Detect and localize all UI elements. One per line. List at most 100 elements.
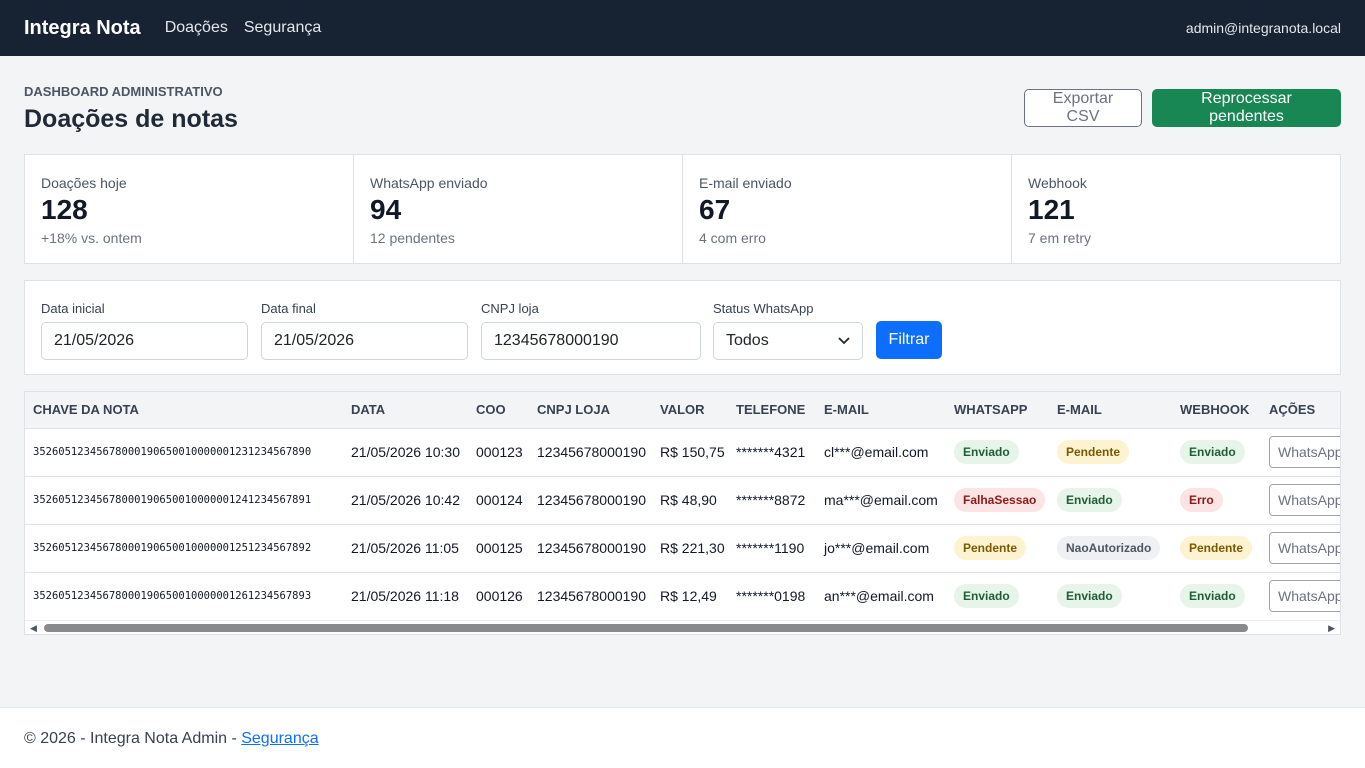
stats-panel: Doações hoje 128 +18% vs. ontem WhatsApp… [24, 154, 1341, 264]
stat-label: Webhook [1028, 175, 1087, 191]
cell-cnpj: 12345678000190 [537, 540, 647, 556]
export-csv-button[interactable]: Exportar CSV [1024, 89, 1142, 127]
cell-cnpj: 12345678000190 [537, 588, 647, 604]
cell-whatsapp: FalhaSessao [946, 476, 1049, 524]
cell-chave: 3526051234567800019065001000000126123456… [33, 590, 312, 602]
cell-chave: 3526051234567800019065001000000125123456… [33, 542, 312, 554]
action-select[interactable]: WhatsApp [1269, 532, 1341, 564]
action-select[interactable]: WhatsApp [1269, 484, 1341, 516]
stat-card-email: E-mail enviado 67 4 com erro [683, 155, 1012, 263]
scrollbar-thumb[interactable] [44, 624, 1248, 632]
action-value: WhatsApp [1278, 588, 1341, 604]
stat-value: 121 [1028, 194, 1075, 225]
nav-link-doacoes[interactable]: Doações [164, 19, 228, 36]
stat-value: 128 [41, 194, 88, 225]
page-title: Doações de notas [24, 105, 238, 133]
filters-panel: Data inicial 21/05/2026 Data final 21/05… [24, 280, 1341, 375]
status-badge: NaoAutorizado [1057, 536, 1161, 560]
status-badge: Pendente [1057, 440, 1130, 464]
cell-email-status: Enviado [1049, 572, 1172, 620]
stat-sub: 4 com erro [699, 229, 766, 246]
col-header-telefone[interactable]: TELEFONE [728, 392, 816, 429]
filter-cnpj: CNPJ loja 12345678000190 [481, 301, 701, 360]
action-value: WhatsApp [1278, 492, 1341, 508]
cell-valor: R$ 221,30 [660, 540, 725, 556]
status-badge: Enviado [1180, 584, 1245, 608]
status-badge: Enviado [954, 440, 1019, 464]
filter-end-date: Data final 21/05/2026 [261, 301, 468, 360]
cell-valor: R$ 12,49 [660, 588, 717, 604]
cell-webhook: Enviado [1172, 572, 1261, 620]
cell-telefone: *******8872 [736, 492, 806, 508]
page-header: DASHBOARD ADMINISTRATIVO Doações de nota… [24, 84, 1341, 140]
scroll-left-arrow-icon[interactable]: ◀ [30, 623, 37, 633]
action-select[interactable]: WhatsApp [1269, 580, 1341, 612]
cnpj-value: 12345678000190 [494, 332, 619, 349]
notes-table-container: CHAVE DA NOTA DATA COO CNPJ LOJA VALOR T… [24, 391, 1341, 635]
table-row[interactable]: 3526051234567800019065001000000126123456… [25, 572, 1341, 620]
status-whatsapp-label: Status WhatsApp [713, 301, 814, 316]
filter-status-whatsapp: Status WhatsApp Todos [713, 301, 863, 360]
reprocess-pending-button[interactable]: Reprocessar pendentes [1152, 89, 1341, 127]
cnpj-label: CNPJ loja [481, 301, 539, 316]
top-navbar: Integra Nota Doações Segurança admin@int… [0, 0, 1365, 56]
cnpj-input[interactable]: 12345678000190 [481, 322, 701, 360]
action-value: WhatsApp [1278, 540, 1341, 556]
col-header-chave[interactable]: CHAVE DA NOTA [25, 392, 343, 429]
horizontal-scrollbar[interactable]: ◀ ▶ [25, 620, 1340, 634]
action-select[interactable]: WhatsApp [1269, 436, 1340, 468]
start-date-value: 21/05/2026 [54, 332, 135, 349]
stat-card-doacoes: Doações hoje 128 +18% vs. ontem [25, 155, 354, 263]
cell-data: 21/05/2026 10:42 [351, 492, 460, 508]
cell-webhook: Enviado [1172, 428, 1261, 476]
stat-value: 67 [699, 194, 731, 225]
col-header-valor[interactable]: VALOR [652, 392, 728, 429]
cell-webhook: Erro [1172, 476, 1261, 524]
cell-telefone: *******0198 [736, 588, 806, 604]
col-header-email-status[interactable]: E-MAIL [1049, 392, 1172, 429]
scroll-right-arrow-icon[interactable]: ▶ [1328, 623, 1335, 633]
col-header-email[interactable]: E-MAIL [816, 392, 946, 429]
stat-label: WhatsApp enviado [370, 175, 488, 191]
cell-email-status: Pendente [1049, 428, 1172, 476]
footer-text: © 2026 - Integra Nota Admin - [24, 730, 242, 747]
col-header-data[interactable]: DATA [343, 392, 468, 429]
nav-link-seguranca[interactable]: Segurança [243, 19, 322, 36]
cell-acoes: WhatsApp [1261, 476, 1341, 524]
cell-email: jo***@email.com [824, 540, 930, 556]
col-header-acoes: AÇÕES [1261, 392, 1340, 429]
end-date-label: Data final [261, 301, 316, 316]
cell-whatsapp: Enviado [946, 428, 1049, 476]
col-header-whatsapp[interactable]: WHATSAPP [946, 392, 1049, 429]
brand-logo-text[interactable]: Integra Nota [24, 16, 141, 39]
col-header-webhook[interactable]: WEBHOOK [1172, 392, 1261, 429]
header-actions: Exportar CSV Reprocessar pendentes [1024, 89, 1341, 127]
status-badge: Enviado [1057, 488, 1122, 512]
cell-data: 21/05/2026 11:18 [351, 588, 459, 604]
cell-cnpj: 12345678000190 [537, 492, 647, 508]
filter-button[interactable]: Filtrar [876, 321, 942, 359]
cell-valor: R$ 150,75 [660, 444, 725, 460]
col-header-cnpj[interactable]: CNPJ LOJA [529, 392, 652, 429]
col-header-coo[interactable]: COO [468, 392, 529, 429]
footer-security-link[interactable]: Segurança [241, 730, 319, 747]
cell-coo: 000124 [476, 492, 523, 508]
start-date-input[interactable]: 21/05/2026 [41, 322, 248, 360]
cell-chave: 3526051234567800019065001000000123123456… [33, 446, 312, 458]
table-row[interactable]: 3526051234567800019065001000000123123456… [25, 428, 1340, 476]
table-row[interactable]: 3526051234567800019065001000000125123456… [25, 524, 1341, 572]
end-date-input[interactable]: 21/05/2026 [261, 322, 468, 360]
stat-card-webhook: Webhook 121 7 em retry [1012, 155, 1340, 263]
stat-sub: 12 pendentes [370, 229, 455, 246]
status-badge: Erro [1180, 488, 1223, 512]
cell-coo: 000126 [476, 588, 523, 604]
page-eyebrow: DASHBOARD ADMINISTRATIVO [24, 84, 223, 99]
stat-label: Doações hoje [41, 175, 127, 191]
cell-email: ma***@email.com [824, 492, 938, 508]
table-row[interactable]: 3526051234567800019065001000000124123456… [25, 476, 1341, 524]
filter-start-date: Data inicial 21/05/2026 [41, 301, 248, 360]
cell-data: 21/05/2026 10:30 [351, 444, 460, 460]
status-whatsapp-select[interactable]: Todos [713, 322, 863, 360]
status-badge: FalhaSessao [954, 488, 1046, 512]
status-badge: Pendente [1180, 536, 1253, 560]
